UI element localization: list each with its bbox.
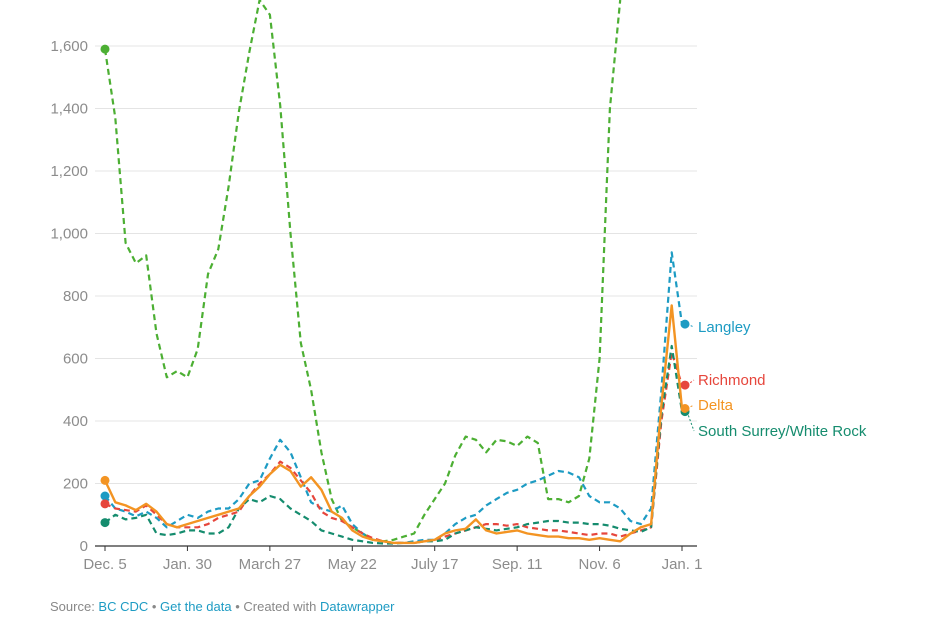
series-start-dot: [100, 518, 110, 528]
x-tick-label: Jan. 30: [163, 556, 212, 573]
x-tick-label: May 22: [328, 556, 377, 573]
series-end-dot: [680, 319, 690, 329]
y-tick-label: 200: [63, 476, 88, 493]
footer-separator: •: [148, 599, 161, 614]
series-start-dot: [100, 499, 110, 509]
x-axis-ticks: Dec. 5 Jan. 30 March 27 May 22 July 17 Sep. 1…: [83, 546, 702, 573]
x-tick-label: Nov. 6: [578, 556, 620, 573]
created-with-text: • Created with: [231, 599, 320, 614]
series-end-label: Langley: [698, 319, 751, 336]
source-link[interactable]: BC CDC: [98, 599, 149, 614]
x-tick-label: March 27: [239, 556, 302, 573]
y-tick-label: 800: [63, 288, 88, 305]
y-tick-label: 400: [63, 413, 88, 430]
series-line: [104, 344, 684, 545]
y-tick-label: 1,000: [50, 226, 88, 243]
y-tick-label: 1,600: [50, 38, 88, 55]
label-leader-line: [686, 323, 695, 328]
y-tick-label: 600: [63, 351, 88, 368]
chart-footer: Source: BC CDC • Get the data • Created …: [50, 599, 394, 614]
x-tick-label: Jan. 1: [662, 556, 703, 573]
x-tick-label: Dec. 5: [83, 556, 126, 573]
series-line: [103, 304, 684, 545]
series-lines: [100, 0, 690, 545]
y-axis-ticks: 0 200 400 600 800 1,000 1,200 1,400 1,600: [50, 38, 88, 555]
label-leader-line: [686, 411, 695, 432]
y-tick-label: 0: [80, 538, 88, 555]
series-line: [104, 351, 684, 545]
y-tick-label: 1,200: [50, 163, 88, 180]
datawrapper-link[interactable]: Datawrapper: [319, 599, 395, 614]
series-end-label: South Surrey/White Rock: [698, 423, 867, 440]
source-prefix: Source:: [50, 599, 99, 614]
series-end-label: Richmond: [698, 372, 766, 389]
gridlines: [95, 45, 697, 484]
series-start-dot: [100, 491, 110, 501]
series-end-dot: [680, 404, 690, 413]
series-line: [103, 0, 622, 543]
get-the-data-link[interactable]: Get the data: [160, 599, 232, 614]
series-end-labels: Langley Richmond Delta South Surrey/White R…: [686, 319, 867, 440]
series-end-label: Delta: [698, 397, 734, 414]
series-end-dot: [680, 380, 690, 390]
x-tick-label: Sep. 11: [492, 556, 543, 573]
series-start-dot: [100, 44, 110, 54]
series-start-dot: [100, 475, 110, 485]
y-tick-label: 1,400: [50, 101, 88, 118]
x-tick-label: July 17: [411, 556, 459, 573]
label-leader-line: [686, 404, 695, 409]
label-leader-line: [686, 379, 695, 386]
